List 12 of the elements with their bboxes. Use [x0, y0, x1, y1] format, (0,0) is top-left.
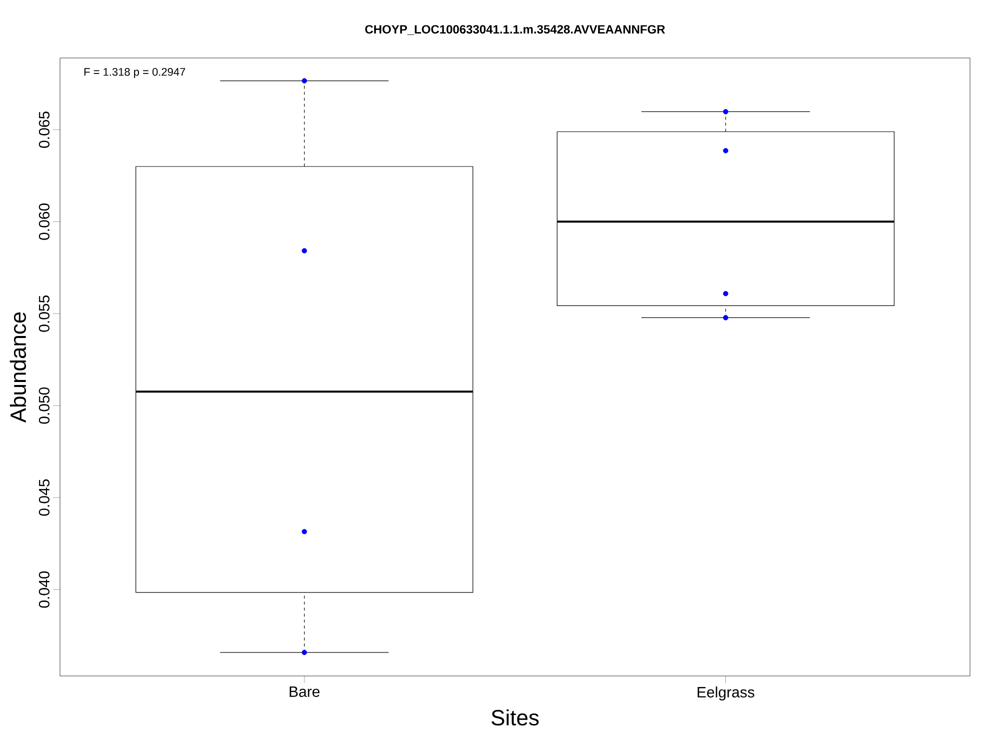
- y-tick-label: 0.060: [38, 204, 50, 240]
- annotation: F = 1.318 p = 0.2947: [84, 68, 186, 78]
- y-axis-title: Abundance: [10, 312, 26, 423]
- y-tick-label: 0.040: [38, 571, 50, 608]
- x-tick-label: Bare: [290, 686, 320, 697]
- y-tick-label: 0.045: [38, 479, 50, 516]
- x-axis-title: Sites: [492, 709, 539, 726]
- y-tick-label: 0.050: [38, 387, 50, 424]
- y-tick-label: 0.065: [38, 112, 50, 148]
- y-tick-label: 0.055: [38, 296, 50, 332]
- chart-title: CHOYP_LOC100633041.1.1.m.35428.AVVEAANNFGR: [365, 25, 666, 35]
- x-tick-label: Eelgrass: [698, 686, 754, 700]
